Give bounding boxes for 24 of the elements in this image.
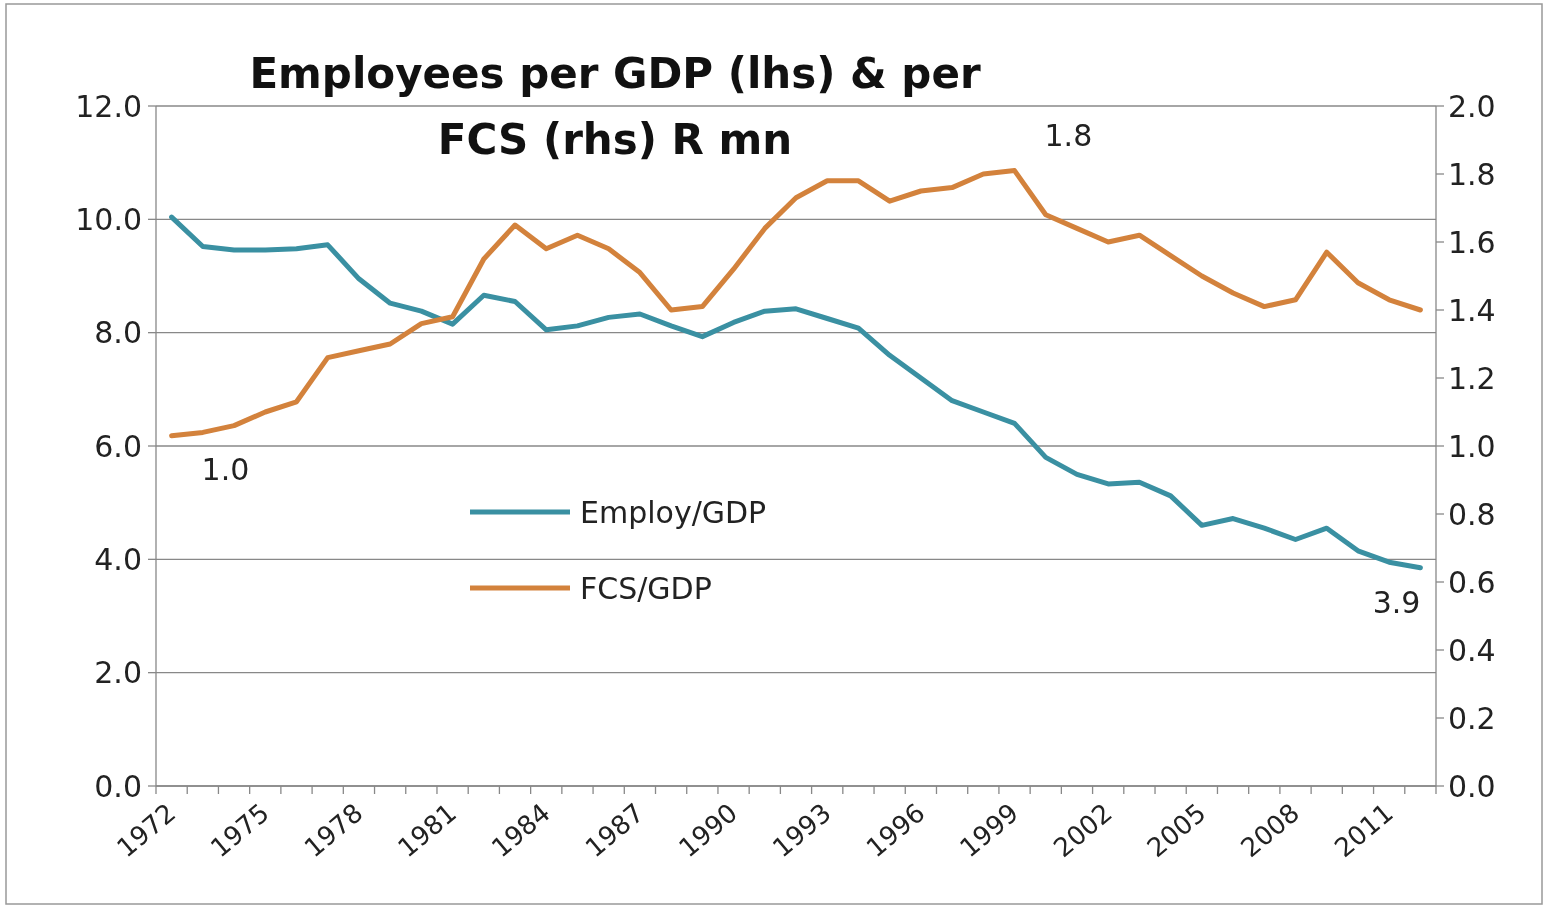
y-tick-label: 6.0 — [94, 428, 142, 464]
chart-title: Employees per GDP (lhs) & per FCS (rhs) R mn — [249, 49, 981, 164]
legend-label: FCS/GDP — [580, 570, 712, 606]
y2-tick-label: 1.6 — [1448, 224, 1496, 260]
y-tick-label: 8.0 — [94, 315, 142, 351]
y-tick-label: 4.0 — [94, 541, 142, 577]
y-tick-label: 12.0 — [75, 88, 142, 124]
y2-tick-label: 1.4 — [1448, 292, 1496, 328]
y2-tick-label: 0.0 — [1448, 768, 1496, 804]
y-tick-label: 2.0 — [94, 655, 142, 691]
y2-tick-label: 0.8 — [1448, 496, 1496, 532]
y-tick-label: 0.0 — [94, 768, 142, 804]
y2-tick-label: 0.6 — [1448, 564, 1496, 600]
annotation: 3.9 — [1372, 584, 1421, 620]
y2-tick-label: 0.2 — [1448, 700, 1496, 736]
y2-tick-label: 1.0 — [1448, 428, 1496, 464]
y-tick-label: 10.0 — [75, 201, 142, 237]
annotation: 1.0 — [201, 451, 250, 487]
legend-label: Employ/GDP — [580, 494, 767, 530]
y2-tick-label: 2.0 — [1448, 88, 1496, 124]
y2-tick-label: 1.2 — [1448, 360, 1496, 396]
y2-tick-label: 1.8 — [1448, 156, 1496, 192]
y2-tick-label: 0.4 — [1448, 632, 1496, 668]
annotation: 1.8 — [1044, 118, 1093, 154]
